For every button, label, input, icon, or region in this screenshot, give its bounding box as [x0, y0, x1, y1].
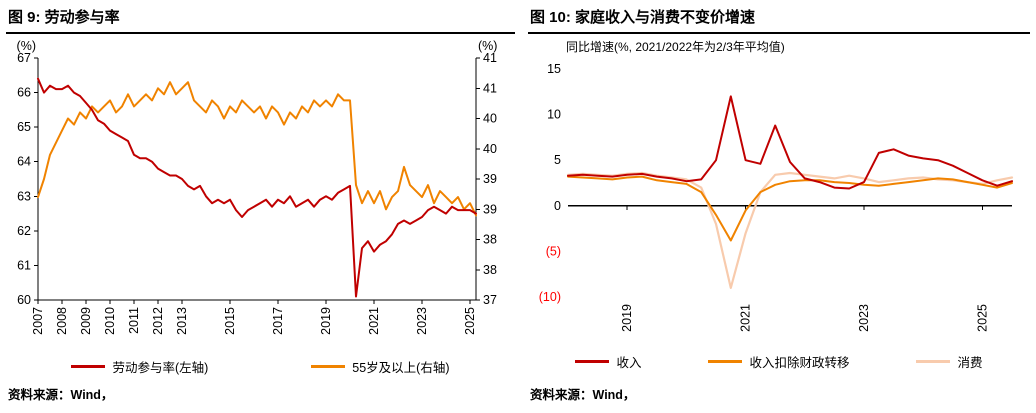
svg-text:39: 39	[483, 202, 497, 216]
legend-line-swatch	[916, 360, 951, 363]
svg-text:40: 40	[483, 112, 497, 126]
line-chart-svg: 15 10 5 0 (5) (10) 2019 2021 2023 2025	[539, 62, 1014, 332]
figure-10-title: 图 10: 家庭收入与消费不变价增速	[528, 4, 1030, 34]
svg-text:41: 41	[483, 81, 497, 95]
svg-text:63: 63	[17, 189, 31, 203]
svg-text:2019: 2019	[319, 307, 333, 335]
svg-text:(%): (%)	[17, 39, 36, 53]
income-consumption-chart: 15 10 5 0 (5) (10) 2019 2021 2023 2025	[528, 59, 1030, 350]
legend-line-swatch	[311, 365, 346, 368]
svg-text:38: 38	[483, 263, 497, 277]
svg-text:2009: 2009	[79, 307, 93, 335]
svg-text:2015: 2015	[223, 307, 237, 335]
figure-10-subtitle: 同比增速(%, 2021/2022年为2/3年平均值)	[566, 40, 785, 54]
svg-text:61: 61	[17, 258, 31, 272]
legend-label: 消费	[957, 356, 983, 370]
svg-text:2023: 2023	[857, 304, 871, 332]
legend-item: 收入扣除财政转移	[708, 352, 850, 371]
svg-text:2023: 2023	[415, 307, 429, 335]
legend-item: 消费	[916, 352, 983, 371]
labor-participation-chart: 60 61 62 63 64 65 66 67 37 38 38 39 39 40 40 41 41 2007 20…	[6, 38, 515, 355]
figure-9-legend: 劳动参与率(左轴) 55岁及以上(右轴)	[6, 357, 515, 376]
legend-line-swatch	[71, 365, 106, 368]
svg-text:5: 5	[554, 153, 561, 167]
legend-label: 收入	[616, 356, 642, 370]
svg-text:2025: 2025	[975, 304, 989, 332]
svg-text:37: 37	[483, 293, 497, 307]
svg-text:39: 39	[483, 172, 497, 186]
legend-item: 收入	[575, 352, 642, 371]
svg-text:2013: 2013	[175, 307, 189, 335]
svg-text:67: 67	[17, 51, 31, 65]
legend-label: 劳动参与率(左轴)	[112, 361, 209, 375]
svg-text:64: 64	[17, 155, 31, 169]
svg-text:0: 0	[554, 199, 561, 213]
figure-9-panel: 图 9: 劳动参与率 60 61 62 63 64 65 66 67 37 38 38 39 39 40 4…	[6, 4, 515, 409]
svg-text:2010: 2010	[103, 307, 117, 335]
svg-text:15: 15	[547, 62, 561, 76]
svg-text:10: 10	[547, 108, 561, 122]
svg-text:2008: 2008	[55, 307, 69, 335]
svg-text:38: 38	[483, 233, 497, 247]
svg-text:2012: 2012	[151, 307, 165, 335]
svg-text:2025: 2025	[463, 307, 477, 335]
svg-text:2017: 2017	[271, 307, 285, 335]
svg-text:(%): (%)	[478, 39, 497, 53]
legend-item: 劳动参与率(左轴)	[71, 357, 208, 376]
legend-item: 55岁及以上(右轴)	[311, 357, 450, 376]
line-chart-svg: 60 61 62 63 64 65 66 67 37 38 38 39 39 40 40 41 41 2007 20…	[17, 39, 498, 335]
svg-text:60: 60	[17, 293, 31, 307]
svg-text:65: 65	[17, 120, 31, 134]
svg-text:(10): (10)	[539, 290, 561, 304]
svg-text:41: 41	[483, 51, 497, 65]
figure-10-legend: 收入 收入扣除财政转移 消费	[528, 352, 1030, 371]
legend-label: 收入扣除财政转移	[749, 356, 850, 370]
svg-text:62: 62	[17, 224, 31, 238]
figure-9-title: 图 9: 劳动参与率	[6, 4, 515, 34]
figure-9-source: 资料来源：Wind，	[8, 388, 114, 402]
svg-text:2021: 2021	[739, 304, 753, 332]
svg-text:2019: 2019	[620, 304, 634, 332]
svg-text:2007: 2007	[31, 307, 45, 335]
legend-line-swatch	[575, 360, 610, 363]
svg-text:2011: 2011	[127, 307, 141, 334]
svg-text:40: 40	[483, 142, 497, 156]
svg-text:66: 66	[17, 86, 31, 100]
figure-10-panel: 图 10: 家庭收入与消费不变价增速 同比增速(%, 2021/2022年为2/…	[528, 4, 1030, 409]
figure-10-source: 资料来源：Wind，	[530, 388, 636, 402]
legend-line-swatch	[708, 360, 743, 363]
svg-text:(5): (5)	[546, 244, 561, 258]
legend-label: 55岁及以上(右轴)	[352, 361, 450, 375]
svg-text:2021: 2021	[367, 307, 381, 335]
